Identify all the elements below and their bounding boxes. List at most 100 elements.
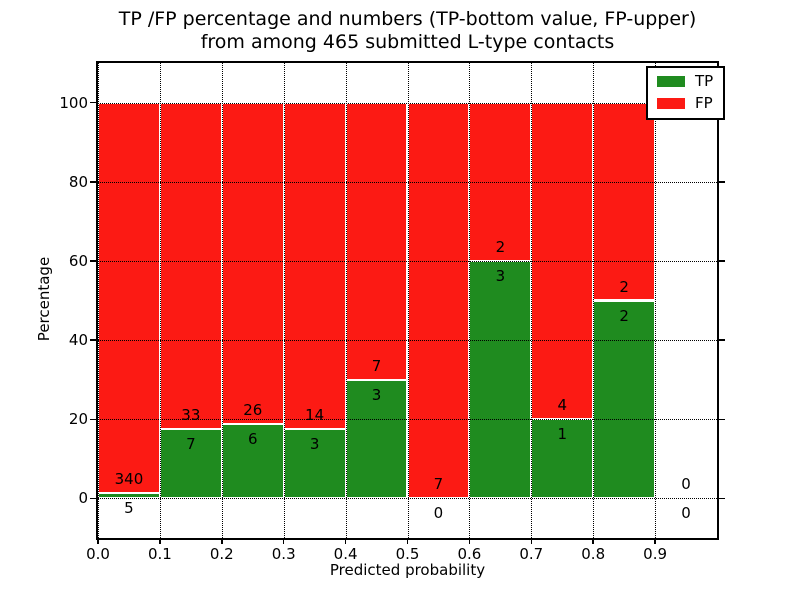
grid-line-horizontal	[98, 102, 717, 104]
grid-line-horizontal	[98, 340, 717, 342]
bar-segment-fp	[407, 102, 470, 499]
grid-line-vertical	[221, 63, 223, 538]
x-axis-tick	[406, 538, 409, 544]
grid-line-vertical	[159, 63, 161, 538]
fp-count-label: 0	[681, 475, 691, 494]
grid-line-horizontal	[98, 181, 717, 183]
x-axis-tick	[97, 538, 99, 544]
fp-count-label: 14	[305, 405, 325, 424]
bar-segment-fp	[159, 102, 222, 430]
y-tick-label: 0	[78, 489, 88, 508]
fp-count-label: 7	[371, 356, 382, 375]
y-axis-tick-left	[90, 260, 96, 262]
x-axis-tick	[592, 538, 594, 544]
bar-segment-fp	[593, 102, 656, 301]
chart-title-line2: from among 465 submitted L-type contacts	[200, 31, 615, 53]
fp-count-label: 2	[619, 277, 629, 296]
x-tick-label: 0.5	[395, 545, 420, 563]
x-tick-label: 0.6	[457, 545, 482, 563]
x-axis-tick	[468, 538, 471, 544]
x-tick-label: 0.8	[581, 545, 606, 563]
fp-count-label: 4	[557, 396, 568, 415]
tp-count-label: 7	[186, 435, 196, 454]
grid-line-horizontal	[98, 419, 717, 421]
legend-label: TP	[695, 72, 714, 90]
legend-item-tp: TP	[657, 74, 713, 89]
fp-count-label: 26	[243, 401, 263, 420]
x-axis-tick	[344, 538, 347, 544]
y-axis-tick-left	[90, 181, 96, 183]
grid-line-horizontal	[98, 260, 717, 262]
y-tick-label: 100	[59, 93, 88, 112]
tp-count-label: 3	[371, 385, 382, 404]
x-tick-label: 0.1	[147, 545, 172, 563]
grid-line-horizontal	[98, 498, 717, 500]
bar-segment-tp	[283, 428, 346, 499]
legend-swatch-fp	[657, 98, 685, 109]
y-axis-tick-left	[90, 497, 96, 500]
chart-title-line1: TP /FP percentage and numbers (TP-bottom…	[118, 8, 697, 30]
x-tick-label: 0.9	[643, 545, 668, 563]
y-tick-label: 60	[68, 251, 88, 270]
legend: TP FP	[646, 66, 726, 120]
legend-swatch-tp	[657, 76, 685, 87]
bar-segment-fp	[98, 102, 160, 493]
grid-line-vertical	[345, 63, 347, 538]
fp-count-label: 33	[181, 406, 201, 425]
grid-line-vertical	[531, 63, 533, 538]
grid-line-vertical	[593, 63, 595, 538]
bar-segment-fp	[345, 102, 408, 380]
x-axis-tick	[221, 538, 223, 544]
x-axis-tick	[282, 538, 285, 544]
y-axis-label: Percentage	[35, 256, 53, 342]
grid-line-vertical	[655, 63, 657, 538]
tp-count-label: 0	[433, 504, 444, 523]
tp-count-label: 1	[557, 425, 568, 444]
fp-count-label: 340	[114, 469, 144, 488]
y-tick-label: 80	[68, 172, 88, 191]
grid-line-vertical	[283, 63, 285, 538]
y-axis-tick-right	[719, 497, 725, 500]
x-axis-tick	[654, 538, 656, 544]
y-tick-label: 40	[68, 331, 88, 350]
x-tick-label: 0.2	[209, 545, 234, 563]
x-tick-label: 0.3	[271, 545, 296, 563]
y-axis-tick-left	[90, 418, 96, 420]
bar-segment-tp	[593, 300, 656, 499]
tp-count-label: 6	[247, 430, 258, 449]
bar-segment-tp	[159, 429, 222, 499]
tp-count-label: 3	[309, 434, 320, 453]
y-axis-tick-right	[719, 260, 725, 262]
x-tick-label: 0.0	[86, 545, 110, 563]
y-axis-tick-right	[719, 339, 725, 341]
grid-line-vertical	[469, 63, 471, 538]
x-axis-tick	[159, 538, 161, 544]
x-tick-label: 0.7	[519, 545, 544, 563]
plot-area: 340 5 33 7 26 6 14 3 7 3 7 0 2 3 4 1 2 2 0 0	[96, 61, 719, 540]
y-axis-tick-left	[90, 339, 96, 341]
bar-segment-tp	[469, 260, 532, 499]
y-axis-tick-right	[719, 418, 725, 420]
fp-count-label: 2	[495, 237, 506, 256]
x-axis-tick	[530, 538, 533, 544]
bar-segment-tp	[345, 379, 408, 499]
bar-segment-fp	[221, 102, 284, 425]
bar-segment-tp	[531, 419, 594, 499]
chart-title: TP /FP percentage and numbers (TP-bottom…	[96, 8, 719, 54]
tp-count-label: 0	[681, 504, 691, 523]
y-axis-tick-right	[719, 181, 725, 183]
tp-count-label: 2	[619, 306, 629, 325]
tp-count-label: 3	[495, 266, 506, 285]
grid-line-vertical	[407, 63, 409, 538]
x-axis-label: Predicted probability	[329, 561, 486, 579]
legend-item-fp: FP	[657, 96, 713, 111]
bar-segment-fp	[283, 102, 346, 429]
legend-label: FP	[695, 94, 713, 112]
grid-line-vertical	[98, 63, 99, 538]
fp-count-label: 7	[433, 475, 444, 494]
tp-count-label: 5	[124, 498, 134, 517]
y-axis-tick-left	[90, 101, 96, 104]
x-tick-label: 0.4	[333, 545, 358, 563]
y-tick-label: 20	[68, 410, 88, 429]
